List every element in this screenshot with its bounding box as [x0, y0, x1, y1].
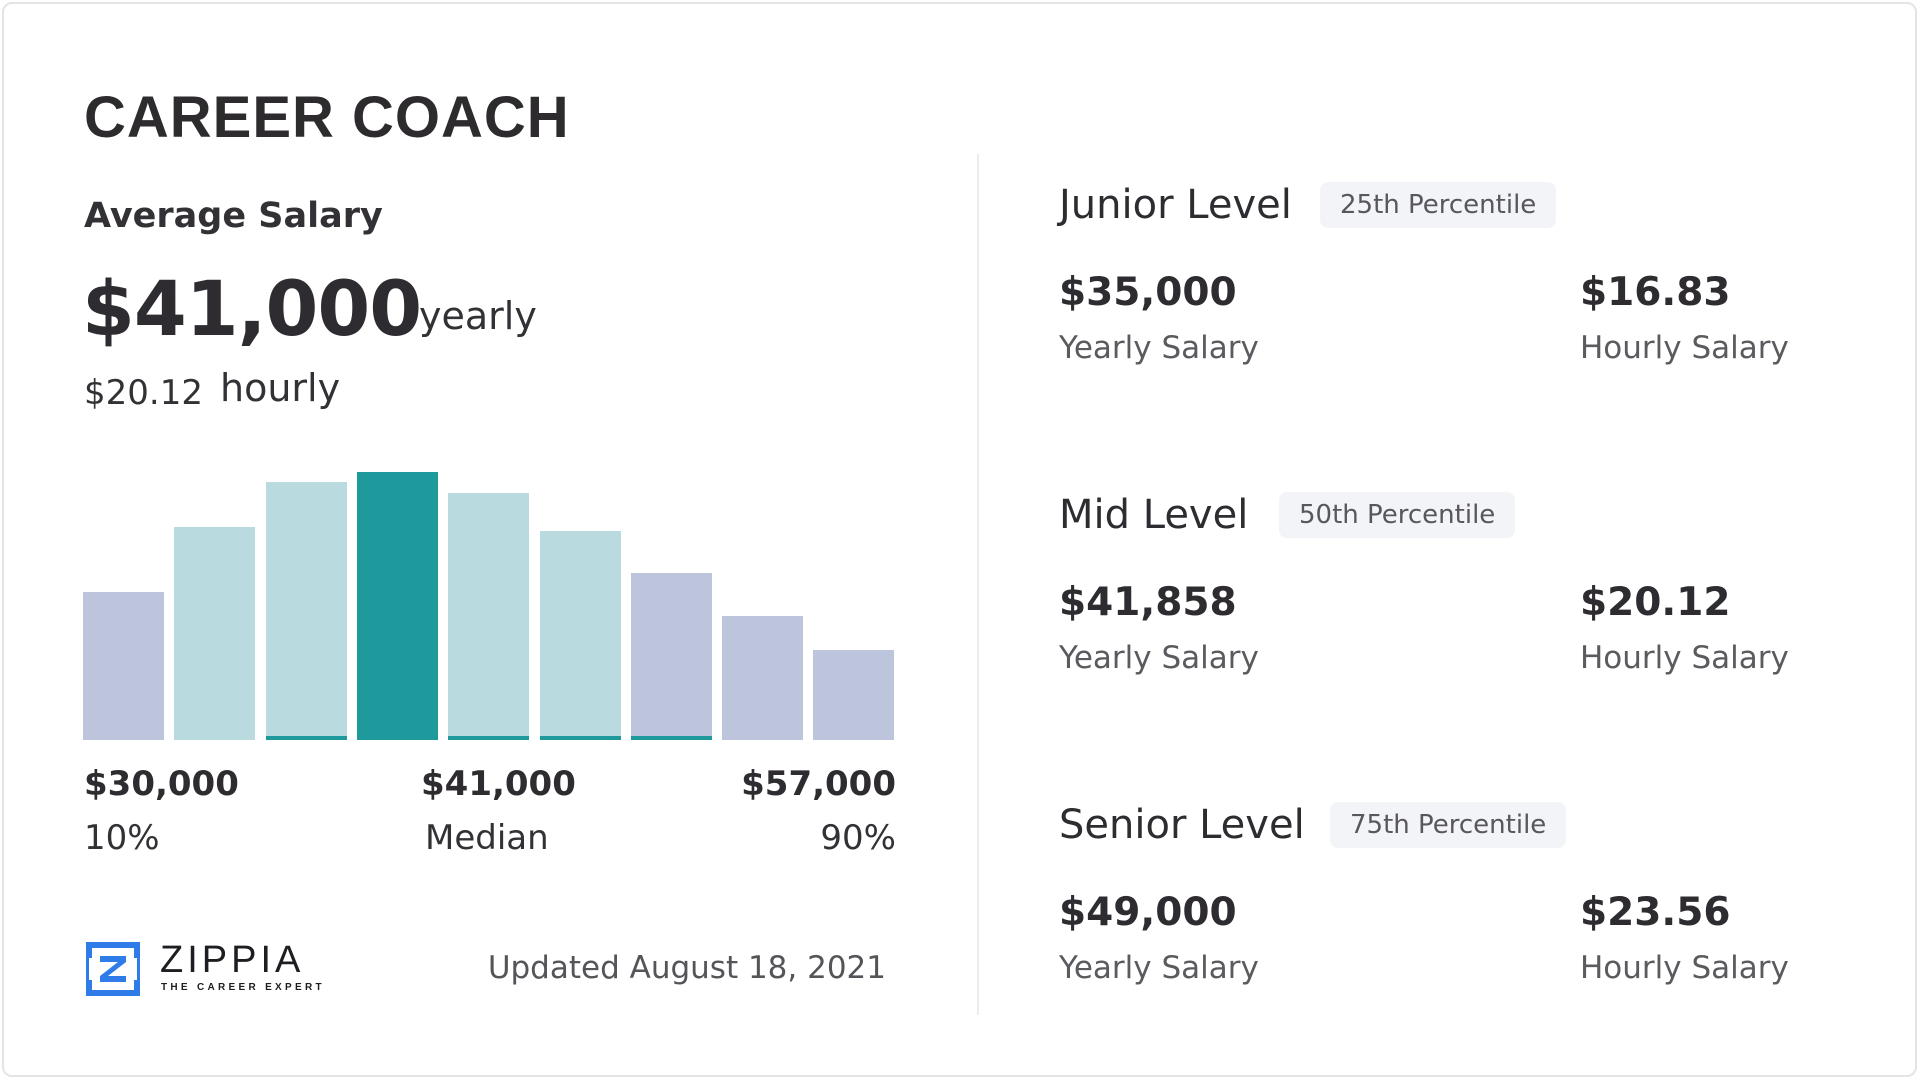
average-salary-label: Average Salary — [84, 196, 383, 236]
axis-median-value: $41,000 — [421, 764, 576, 804]
level-name: Junior Level — [1059, 182, 1292, 228]
histogram-bar — [631, 573, 712, 740]
level-name: Mid Level — [1059, 492, 1249, 538]
histogram-bar — [813, 650, 894, 740]
zippia-logo[interactable]: ZIPPIA THE CAREER EXPERT — [86, 939, 322, 996]
average-yearly-value: $41,000 — [82, 264, 422, 353]
level-junior: Junior Level 25th Percentile $35,000 Yea… — [1059, 180, 1859, 420]
yearly-salary-value: $49,000 — [1059, 890, 1237, 935]
salary-distribution-chart — [83, 444, 895, 740]
zippia-logo-icon — [86, 942, 140, 996]
brand-tagline: THE CAREER EXPERT — [161, 982, 325, 993]
axis-high-value: $57,000 — [741, 764, 896, 804]
level-mid: Mid Level 50th Percentile $41,858 Yearly… — [1059, 490, 1859, 730]
histogram-bar — [266, 482, 347, 740]
histogram-bar — [722, 616, 803, 740]
chart-axis-labels: $30,000 10% $41,000 Median $57,000 90% — [84, 762, 896, 862]
hourly-salary-label: Hourly Salary — [1580, 330, 1789, 366]
page-title: CAREER COACH — [84, 85, 570, 150]
percentile-badge: 75th Percentile — [1330, 802, 1567, 848]
bar-percentile-strip — [448, 736, 529, 740]
bar-percentile-strip — [266, 736, 347, 740]
histogram-bar — [448, 493, 529, 740]
histogram-bar — [83, 592, 164, 740]
histogram-bar — [540, 531, 621, 740]
average-hourly-value: $20.12 — [84, 373, 203, 413]
average-yearly-unit: yearly — [419, 294, 537, 338]
updated-date: Updated August 18, 2021 — [487, 950, 886, 986]
hourly-salary-value: $16.83 — [1580, 270, 1731, 315]
histogram-bar — [174, 527, 255, 740]
hourly-salary-label: Hourly Salary — [1580, 640, 1789, 676]
yearly-salary-value: $35,000 — [1059, 270, 1237, 315]
hourly-salary-value: $20.12 — [1580, 580, 1731, 625]
yearly-salary-label: Yearly Salary — [1059, 640, 1259, 676]
percentile-badge: 50th Percentile — [1279, 492, 1516, 538]
hourly-salary-value: $23.56 — [1580, 890, 1731, 935]
level-name: Senior Level — [1059, 802, 1305, 848]
brand-name: ZIPPIA — [160, 939, 305, 981]
average-hourly-unit: hourly — [220, 366, 341, 410]
bar-percentile-strip — [540, 736, 621, 740]
axis-high-label: 90% — [820, 818, 896, 858]
median-bar — [357, 472, 438, 740]
axis-low-label: 10% — [84, 818, 160, 858]
bar-percentile-strip — [631, 736, 712, 740]
yearly-salary-label: Yearly Salary — [1059, 330, 1259, 366]
hourly-salary-label: Hourly Salary — [1580, 950, 1789, 986]
percentile-badge: 25th Percentile — [1320, 182, 1557, 228]
yearly-salary-value: $41,858 — [1059, 580, 1237, 625]
level-senior: Senior Level 75th Percentile $49,000 Yea… — [1059, 800, 1859, 1040]
column-divider — [977, 154, 979, 1015]
axis-median-label: Median — [425, 818, 549, 858]
yearly-salary-label: Yearly Salary — [1059, 950, 1259, 986]
axis-low-value: $30,000 — [84, 764, 239, 804]
